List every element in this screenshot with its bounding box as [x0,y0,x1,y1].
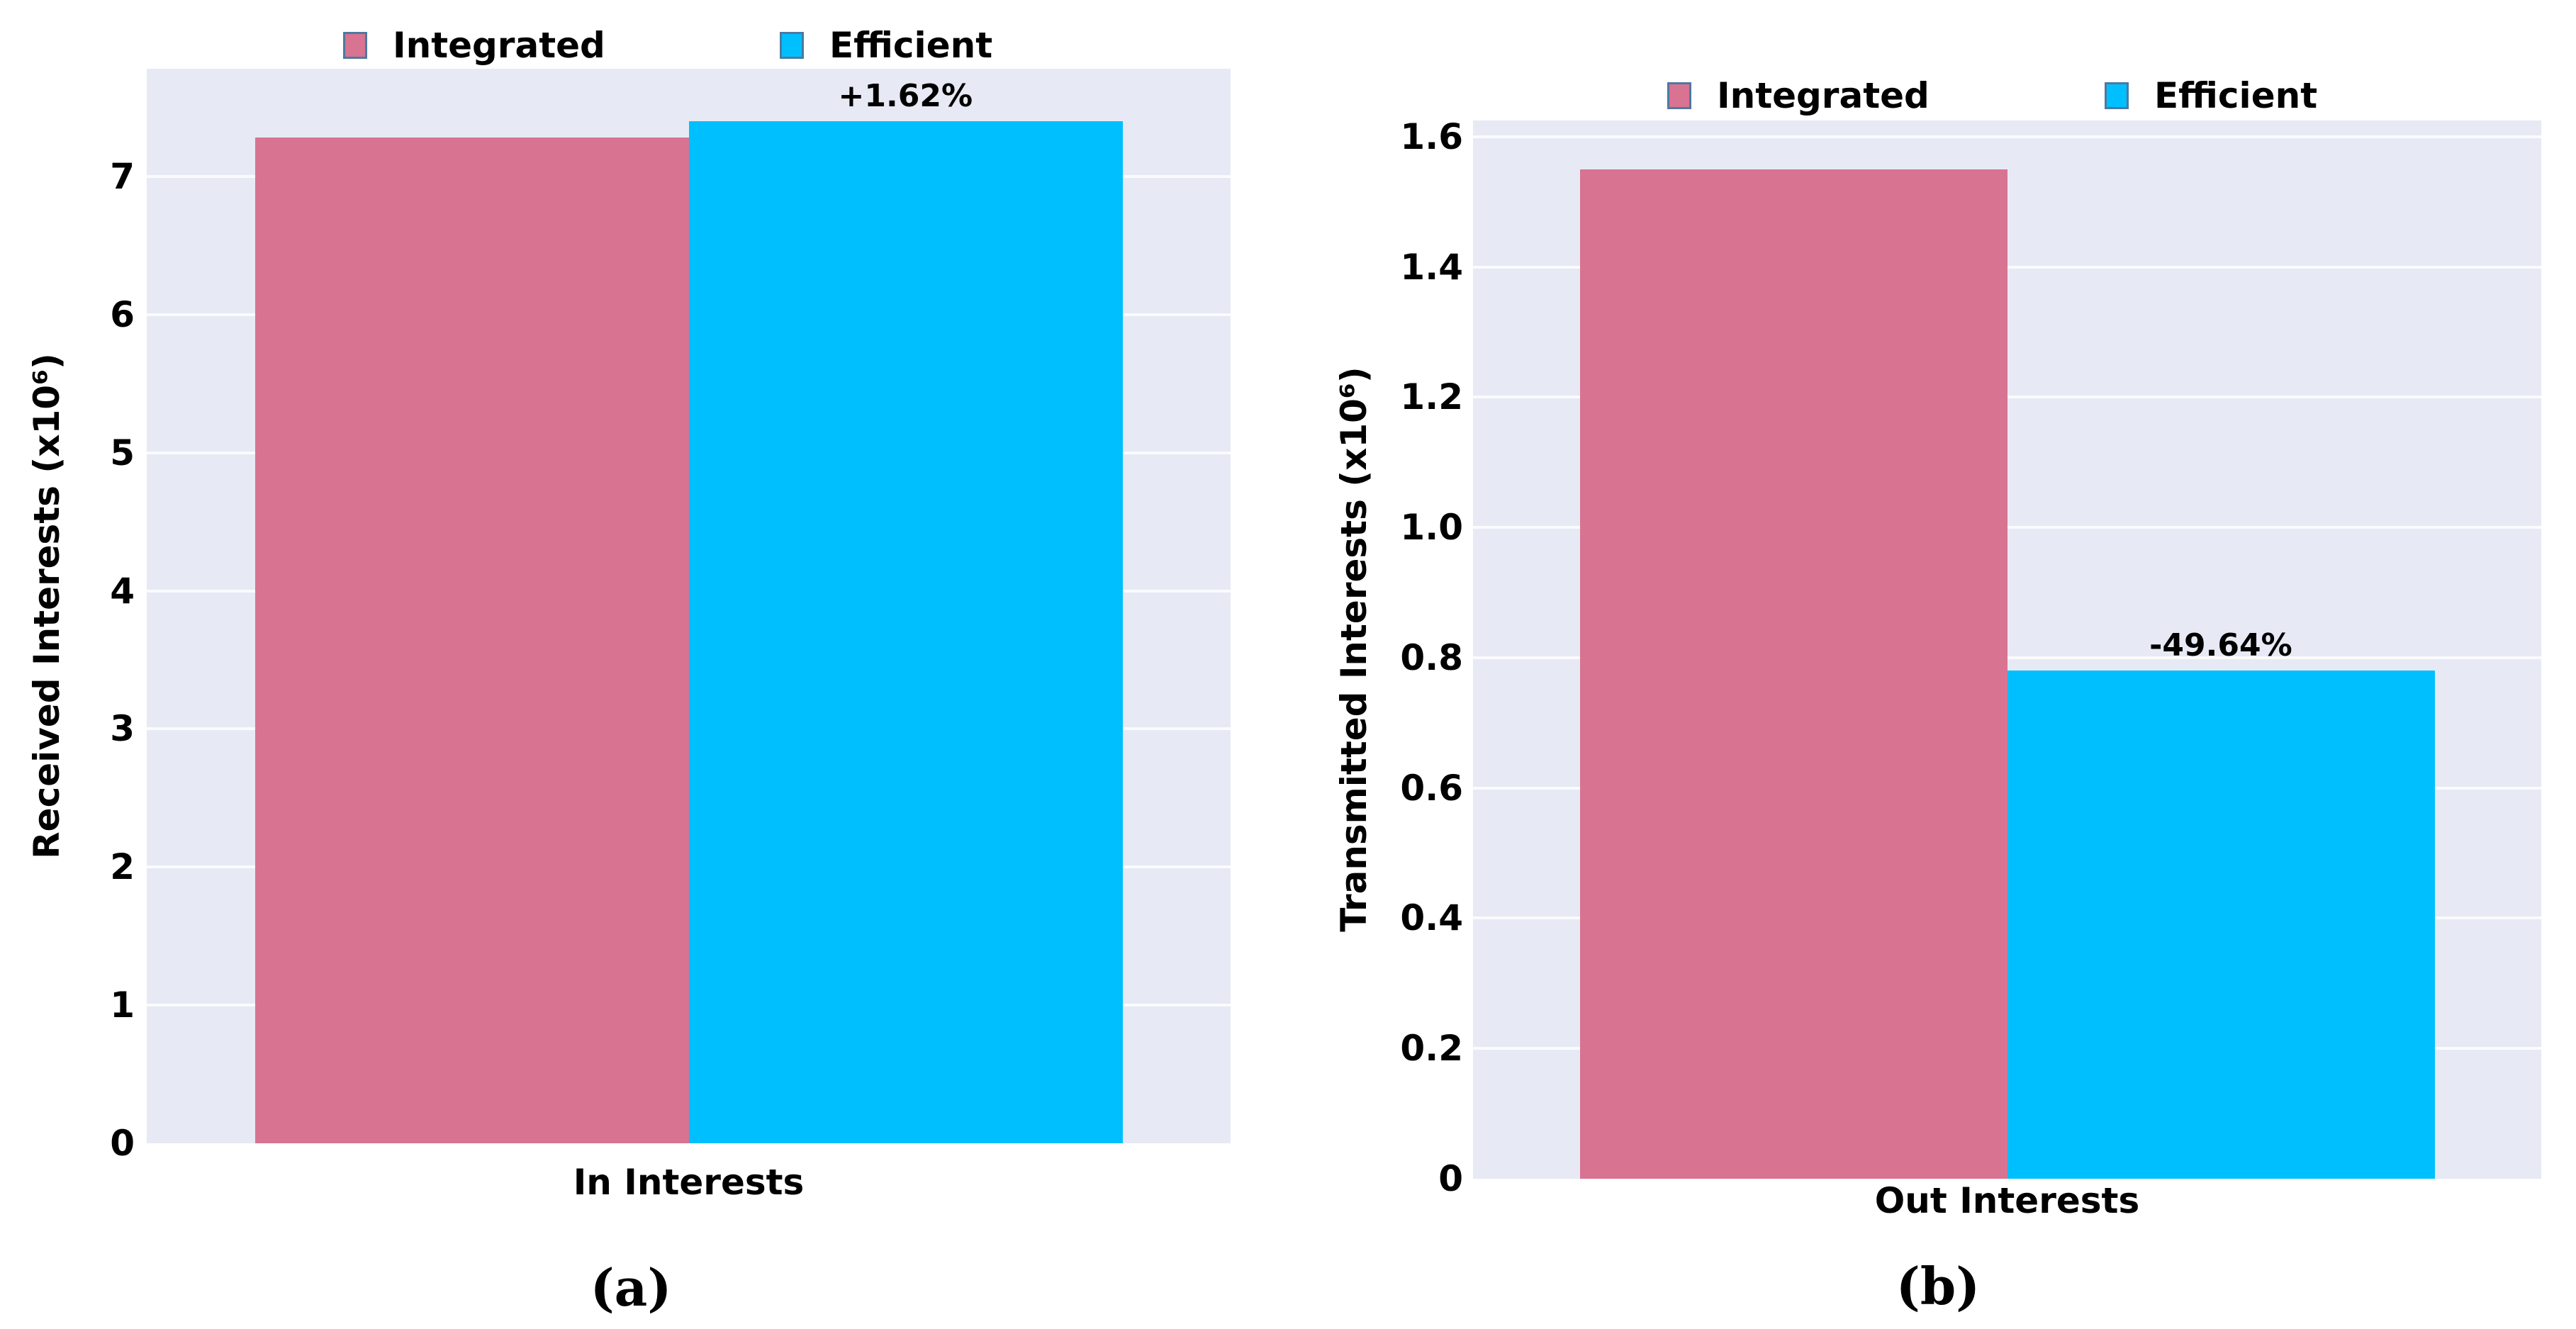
y-tick-label: 0.6 [1400,767,1463,809]
legend-label: Integrated [393,25,605,66]
x-axis-label: Out Interests [1874,1180,2140,1221]
bar-integrated [1580,169,2007,1179]
integrated-legend-swatch-icon [343,32,367,59]
plot-area [1473,120,2541,1179]
y-tick-label: 1.6 [1400,116,1463,157]
y-tick-label: 1.4 [1400,246,1463,288]
y-tick-label: 1.0 [1400,507,1463,549]
plot-area [147,69,1231,1143]
efficient-legend-swatch-icon [2105,82,2129,109]
y-tick-label: 7 [110,155,135,197]
legend-label: Efficient [829,25,993,66]
y-tick-label: 0.2 [1400,1028,1463,1070]
y-tick-label: 0.8 [1400,637,1463,678]
legend-item-efficient: Efficient [780,26,992,65]
legend-label: Efficient [2154,75,2318,116]
y-tick-label: 0 [110,1123,135,1164]
y-tick-label: 0 [1438,1158,1463,1199]
bar-annotation: -49.64% [2149,627,2292,664]
y-tick-label: 3 [110,708,135,750]
y-tick-label: 2 [110,846,135,888]
efficient-legend-swatch-icon [780,32,804,59]
bar-integrated [255,138,689,1143]
legend-item-integrated: Integrated [1667,76,1930,116]
legend-item-integrated: Integrated [343,26,605,65]
y-tick-label: 1 [110,985,135,1026]
y-tick-label: 4 [110,570,135,612]
chart-caption: (b) [1895,1256,1981,1316]
legend-item-efficient: Efficient [2105,76,2317,116]
y-tick-label: 5 [110,432,135,473]
bar-efficient [2007,671,2435,1179]
y-tick-label: 1.2 [1400,376,1463,418]
chart-caption: (a) [590,1257,672,1318]
bar-efficient [689,121,1123,1143]
x-axis-label: In Interests [573,1162,805,1203]
legend-label: Integrated [1717,75,1930,116]
integrated-legend-swatch-icon [1667,82,1691,109]
y-tick-label: 6 [110,293,135,335]
gridline [1473,135,2541,138]
y-tick-label: 0.4 [1400,897,1463,939]
bar-annotation: +1.62% [838,78,973,115]
